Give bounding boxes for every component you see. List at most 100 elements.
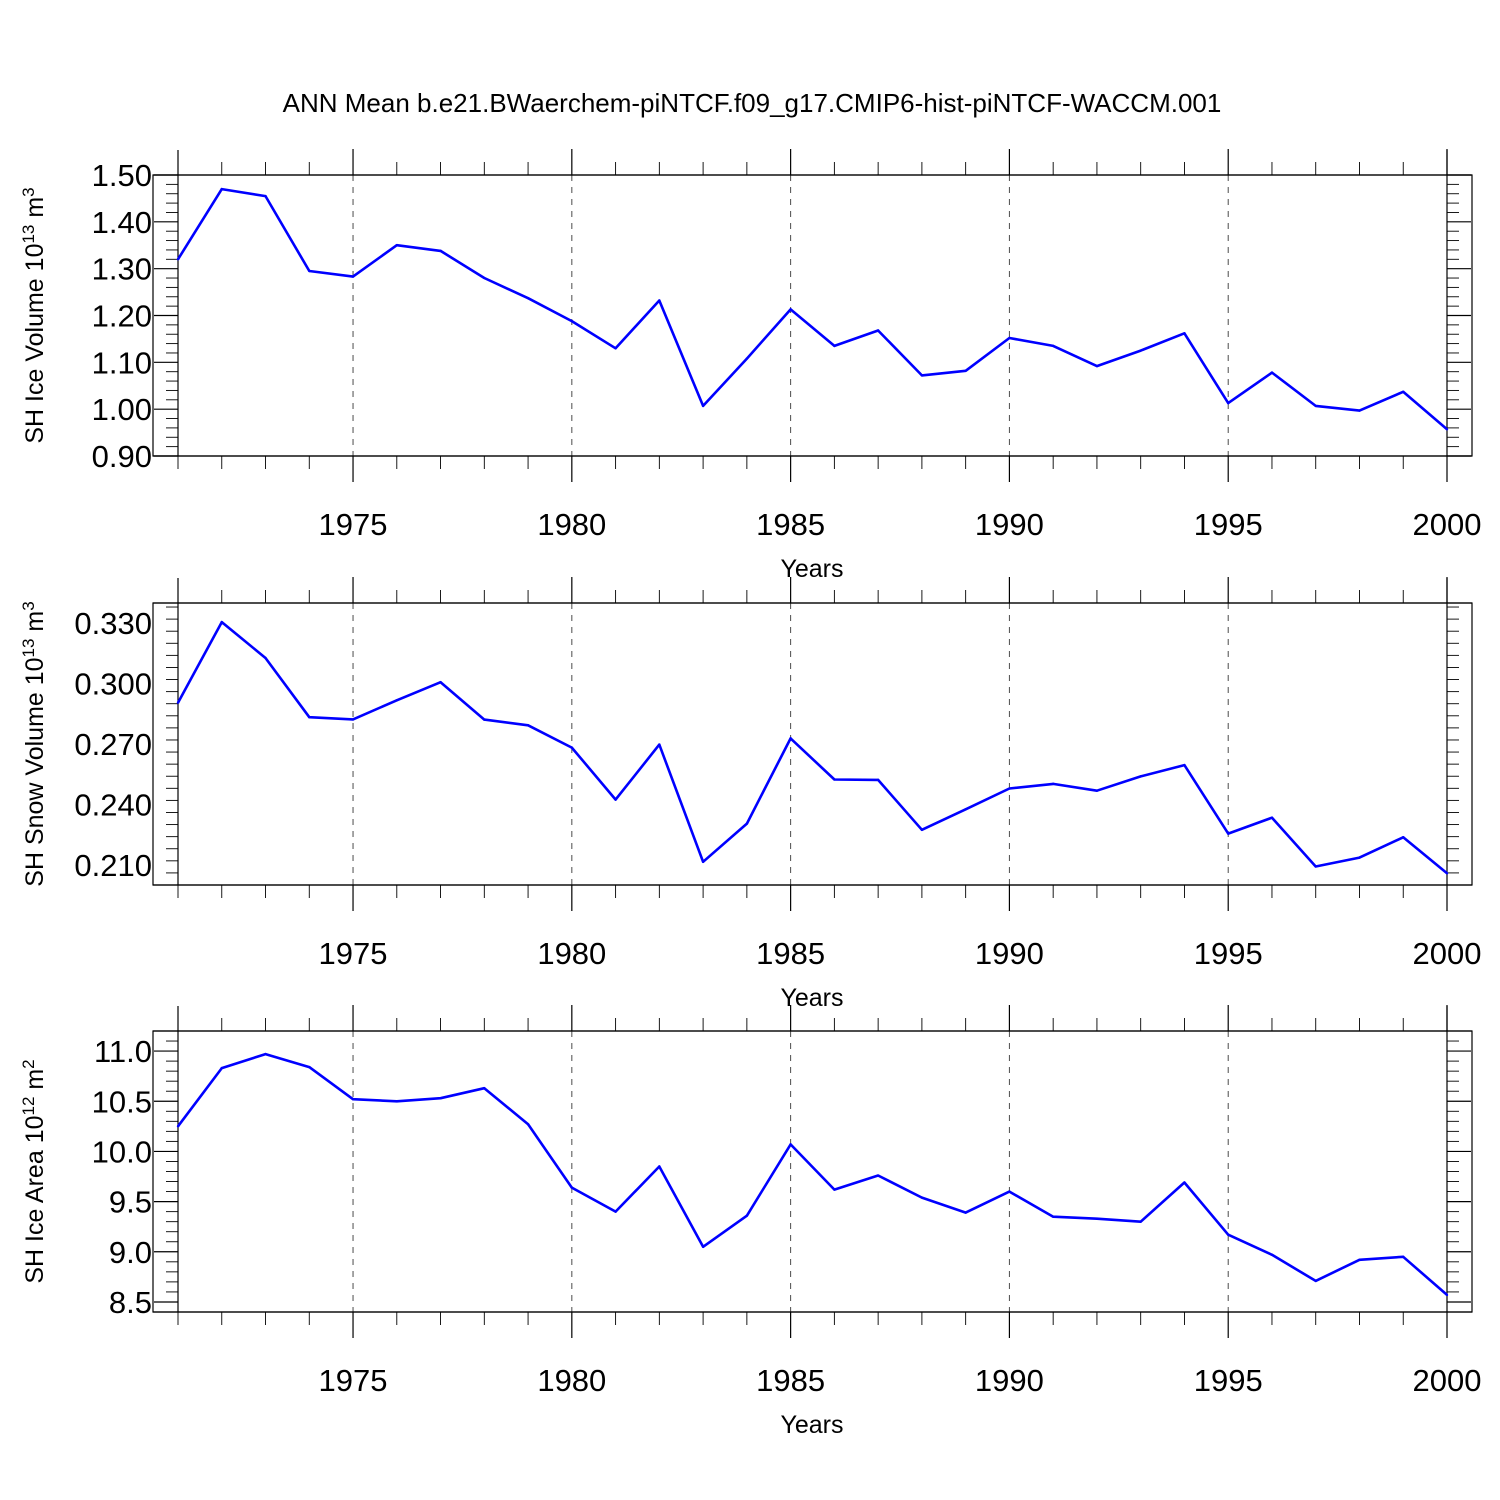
x-axis-label: Years — [780, 1411, 843, 1439]
y-tick-label: 1.10 — [92, 345, 152, 380]
data-point — [395, 1100, 398, 1103]
data-point — [876, 778, 880, 782]
data-point — [701, 1245, 705, 1248]
data-point — [789, 1143, 792, 1146]
x-tick-label: 1980 — [537, 507, 606, 542]
series-line — [176, 620, 1448, 875]
x-tick-label: 1975 — [319, 507, 388, 542]
panel-3: 8.5 9.0 9.5 10.0 10.5 11.0 1975 1980 1985 1990 199… — [19, 1005, 1481, 1439]
x-tick-label: 1975 — [319, 936, 388, 971]
data-point — [1227, 401, 1230, 405]
y-tick-label: 1.20 — [92, 299, 152, 334]
data-point — [570, 319, 574, 323]
data-point — [920, 1196, 924, 1199]
x-axis-label: Years — [780, 555, 843, 583]
data-point — [220, 620, 223, 624]
y-axis-label: SH Snow Volume 1013 m3 — [19, 601, 49, 886]
data-point — [351, 718, 355, 721]
data-point — [1051, 782, 1055, 786]
y-tick-label: 1.40 — [92, 205, 152, 240]
data-point — [876, 329, 880, 332]
data-point — [176, 1125, 180, 1128]
data-point — [789, 308, 792, 311]
x-tick-label: 1985 — [756, 1363, 825, 1398]
y-tick-label: 1.50 — [92, 158, 152, 193]
data-point — [1227, 832, 1230, 835]
data-point — [220, 187, 223, 191]
data-point — [876, 1174, 880, 1177]
data-point — [1183, 332, 1186, 335]
data-point — [308, 1065, 311, 1069]
data-point — [745, 822, 749, 825]
data-point — [833, 1188, 836, 1191]
data-point — [1402, 1255, 1405, 1259]
data-point — [1270, 1253, 1274, 1256]
data-point — [264, 194, 267, 198]
data-point — [395, 244, 398, 247]
data-point — [1139, 349, 1142, 352]
y-tick-label: 9.0 — [109, 1235, 152, 1270]
data-point — [176, 701, 180, 704]
y-tick-label: 8.5 — [109, 1285, 152, 1320]
data-point — [1139, 775, 1142, 778]
data-point — [1008, 336, 1011, 340]
y-tick-label: 0.90 — [92, 439, 152, 474]
plot-frame — [152, 1030, 1473, 1313]
data-point — [570, 1186, 574, 1189]
x-tick-label: 1995 — [1194, 1363, 1263, 1398]
x-axis-label: Years — [780, 984, 843, 1012]
data-point — [1139, 1220, 1142, 1223]
y-tick-label: 9.5 — [109, 1185, 152, 1220]
data-point — [483, 276, 486, 280]
data-point — [1095, 364, 1099, 368]
x-tick-label: 1990 — [975, 1363, 1044, 1398]
x-tick-label: 1995 — [1194, 507, 1263, 542]
series-line — [176, 1052, 1448, 1296]
x-tick-label: 1985 — [756, 507, 825, 542]
data-point — [964, 1211, 967, 1214]
data-point — [1227, 1233, 1230, 1236]
data-point — [176, 258, 180, 261]
data-point — [1183, 1181, 1186, 1184]
data-point — [1445, 428, 1449, 431]
figure-title: ANN Mean b.e21.BWaerchem-piNTCF.f09_g17.… — [283, 88, 1222, 118]
data-point — [833, 778, 836, 781]
data-point — [1358, 856, 1361, 859]
data-point — [1358, 1258, 1361, 1262]
data-point — [658, 299, 661, 302]
data-point — [264, 656, 267, 660]
data-point — [1270, 816, 1274, 819]
data-point — [701, 860, 705, 864]
data-point — [1008, 787, 1011, 790]
data-point — [1314, 865, 1317, 868]
data-point — [833, 344, 836, 348]
data-point — [1051, 344, 1055, 348]
data-point — [964, 369, 967, 372]
data-point — [483, 718, 486, 721]
data-point — [439, 680, 442, 684]
y-tick-label: 1.30 — [92, 252, 152, 287]
y-tick-label: 0.330 — [74, 606, 152, 641]
data-point — [483, 1087, 486, 1090]
x-tick-label: 1985 — [756, 936, 825, 971]
data-point — [1095, 789, 1099, 792]
data-point — [964, 808, 967, 811]
data-point — [308, 269, 311, 273]
plot-frame — [152, 174, 1473, 457]
x-tick-label: 1975 — [319, 1363, 388, 1398]
y-tick-label: 0.270 — [74, 727, 152, 762]
data-point — [439, 1097, 442, 1100]
data-point — [614, 347, 617, 350]
data-point — [308, 716, 311, 719]
x-tick-label: 1980 — [537, 936, 606, 971]
y-tick-label: 1.00 — [92, 392, 152, 427]
data-point — [1314, 404, 1317, 408]
data-point — [264, 1052, 267, 1056]
data-point — [439, 249, 442, 253]
x-tick-label: 2000 — [1413, 507, 1482, 542]
data-point — [614, 798, 617, 801]
data-point — [1008, 1190, 1011, 1193]
plot-frame — [152, 602, 1473, 886]
data-point — [351, 275, 355, 278]
